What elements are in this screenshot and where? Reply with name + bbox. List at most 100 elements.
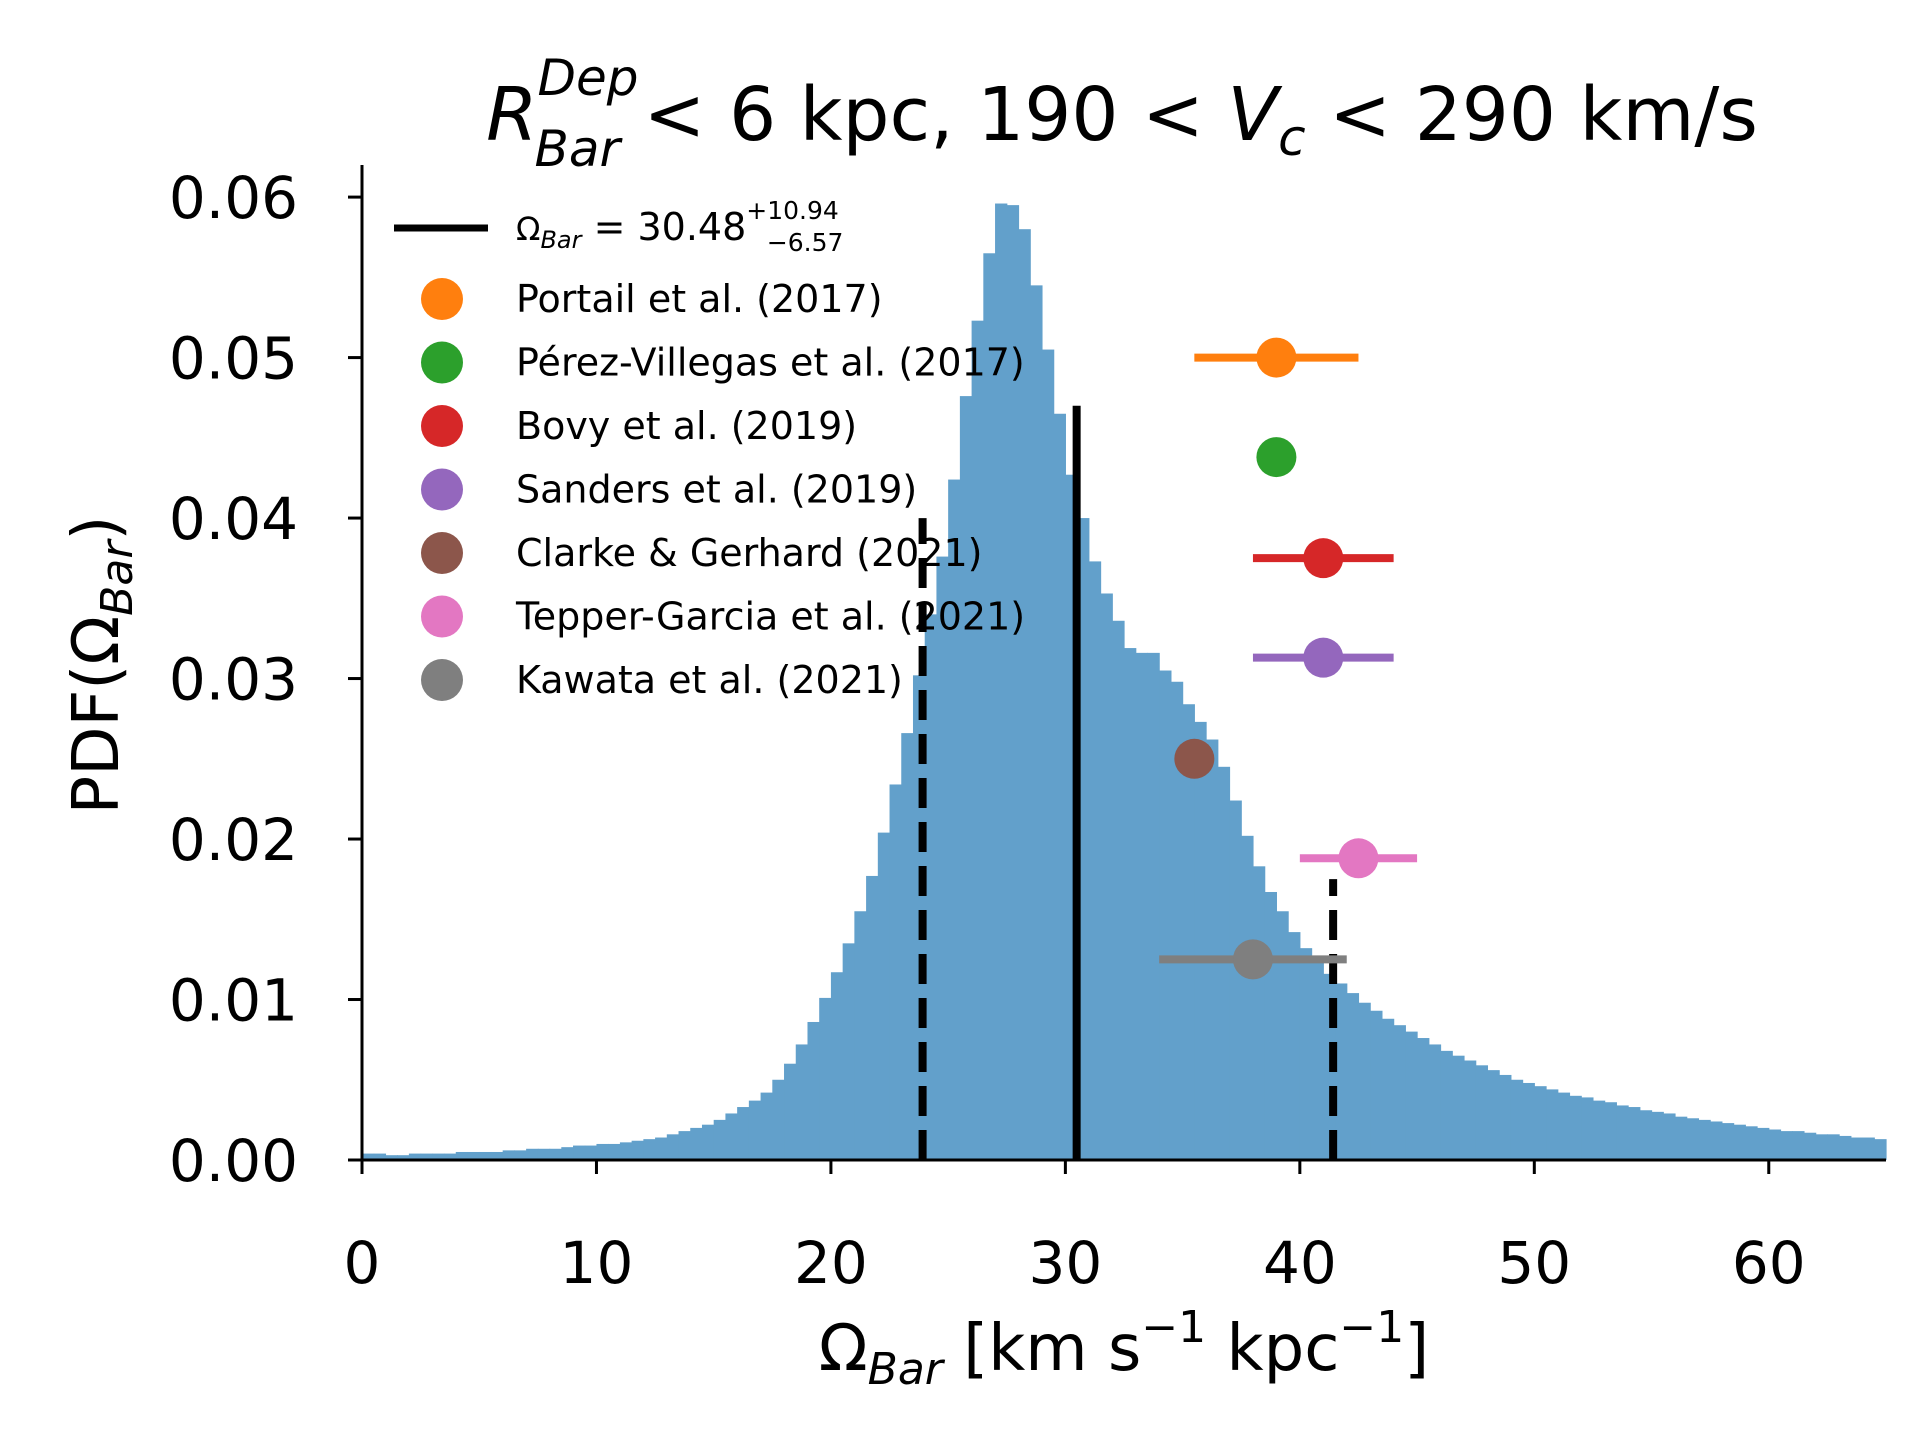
histogram-bar [866,875,879,1160]
title-r-superscript: Dep [538,49,639,107]
legend-median-value: = 30.48 [582,205,747,249]
measurement-point [1303,637,1344,678]
histogram-bar [1803,1132,1817,1160]
histogram-bar [1557,1092,1571,1160]
histogram-bar [362,1153,375,1160]
axes [360,165,1886,1162]
histogram-bar [877,832,891,1160]
legend-marker [421,278,463,320]
histogram-bar [1862,1137,1875,1160]
histogram-bar [643,1139,656,1160]
histogram-bar [490,1151,504,1160]
measurement-points [1159,337,1418,980]
xlabel-symbol: Ω [819,1312,868,1386]
histogram-bar [1288,932,1301,1160]
histogram-bar [1006,205,1020,1160]
histogram-bar [1206,739,1219,1160]
histogram-bar [1229,800,1242,1160]
legend-marker [421,532,463,574]
histogram-bar [924,614,938,1160]
histogram-bar [1651,1111,1664,1160]
histogram-bar [1440,1050,1453,1160]
histogram-bar [608,1143,621,1160]
histogram-bar [526,1148,539,1160]
histogram-bar [1393,1025,1406,1160]
histogram-bar [889,784,902,1160]
histogram-bar [1030,285,1043,1160]
histogram-bar [1335,983,1348,1160]
histogram-bar [1299,948,1313,1160]
histogram-bar [1487,1070,1500,1160]
x-tick-label: 40 [1263,1229,1337,1297]
histogram-bar [584,1145,598,1160]
histogram-bar [1815,1134,1828,1160]
chart-title: RDep Bar < 6 kpc, 190 < Vc < 290 km/s [486,49,1758,178]
legend-median-minus-error: −6.57 [767,228,844,257]
histogram-bar [1592,1100,1606,1160]
y-axis-label: PDF(ΩBar) [60,516,143,815]
histogram-bar [842,943,855,1160]
legend-median-label: ΩBar = 30.48+10.94 −6.57 [516,196,843,257]
histogram-bar [1827,1134,1840,1160]
histogram-bar [784,1063,797,1160]
histogram-bar [819,997,832,1160]
histogram-bar [655,1137,668,1160]
histogram-bar [1311,961,1324,1160]
histogram-bar [760,1092,773,1160]
histogram-bar [1358,1002,1371,1160]
histogram-bar [1170,681,1184,1160]
histogram-bar [1674,1116,1688,1160]
histogram-bar [795,1044,809,1160]
histogram-bar [1604,1102,1617,1160]
legend-marker [421,659,463,701]
histogram-bar [455,1151,469,1160]
histogram-bar [1686,1118,1700,1160]
x-tick-label: 60 [1732,1229,1806,1297]
histogram-bar [1510,1079,1524,1160]
title-r-subscript: Bar [535,120,624,178]
histogram-bar [1628,1107,1641,1160]
xlabel-text-1: [km s [943,1312,1141,1386]
legend-marker [421,468,463,511]
histogram-bar [1792,1131,1805,1160]
histogram-bar [1616,1105,1629,1160]
measurement-point [1232,939,1273,980]
histogram-bar [1381,1018,1395,1160]
title-text-1: < 6 kpc, 190 < [620,72,1228,158]
x-tick-label: 30 [1028,1229,1102,1297]
histogram-bar [385,1155,398,1160]
legend: ΩBar = 30.48+10.94 −6.57 Portail et al. (… [394,196,1025,702]
histogram-bar [666,1134,680,1160]
histogram-bar [549,1148,562,1160]
legend-entry-label: Tepper-Garcia et al. (2021) [515,595,1025,639]
legend-entry-label: Clarke & Gerhard (2021) [516,531,982,575]
histogram-bar [1639,1110,1653,1160]
x-tick-label: 50 [1497,1229,1571,1297]
histogram-bar [1522,1082,1535,1160]
y-tick-label: 0.04 [169,485,298,553]
histogram-bar [1745,1126,1758,1160]
histogram-bar [1733,1124,1746,1160]
measurement-point [1174,738,1215,779]
histogram-bar [1088,561,1102,1160]
legend-entry-label: Kawata et al. (2021) [516,658,903,702]
histogram-bar [701,1124,715,1160]
histogram-bar [1276,911,1289,1160]
histogram-bar [1663,1113,1676,1160]
histogram-bar [959,396,973,1161]
histogram-bar [1241,835,1254,1160]
histogram-bar [1698,1119,1711,1160]
y-tick-label: 0.06 [169,164,298,232]
histogram-bar [772,1079,785,1160]
histogram-bar [1850,1137,1864,1160]
histogram-bar [573,1145,586,1160]
legend-entry-label: Sanders et al. (2019) [516,468,917,512]
histogram-bar [713,1119,727,1160]
histogram-bar [983,253,996,1160]
histogram-bar [1721,1123,1735,1160]
histogram-bar [854,911,867,1160]
histogram-bar [1710,1121,1723,1160]
legend-marker [421,595,463,638]
histogram-bar [1053,413,1066,1160]
histogram-bar [1124,648,1137,1160]
